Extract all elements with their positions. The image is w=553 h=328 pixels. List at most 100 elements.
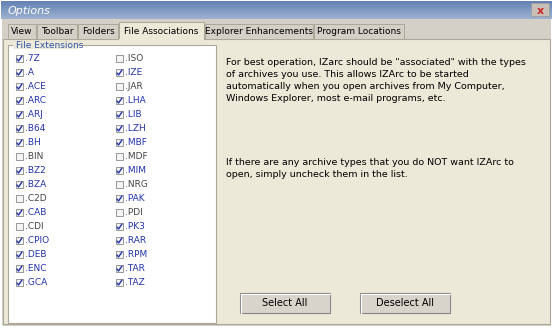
- Bar: [116, 167, 123, 174]
- Bar: [1, 13, 552, 14]
- Bar: [1, 4, 552, 5]
- Text: .MDF: .MDF: [125, 152, 148, 161]
- Bar: [116, 223, 123, 230]
- Bar: [116, 139, 123, 146]
- Bar: [8, 24, 36, 39]
- Text: .BH: .BH: [25, 138, 41, 147]
- Text: .B64: .B64: [25, 124, 45, 133]
- Bar: [531, 3, 549, 16]
- Bar: [16, 97, 23, 104]
- Text: For best operation, IZarc should be "associated" with the types
of archives you : For best operation, IZarc should be "ass…: [226, 58, 526, 103]
- Bar: [116, 209, 123, 216]
- Text: .TAZ: .TAZ: [125, 278, 145, 287]
- Bar: [1, 3, 552, 4]
- Text: Toolbar: Toolbar: [41, 28, 73, 36]
- Text: .LZH: .LZH: [125, 124, 146, 133]
- Text: .7Z: .7Z: [25, 54, 40, 63]
- Bar: [116, 237, 123, 244]
- Text: .DEB: .DEB: [25, 250, 46, 259]
- Text: Options: Options: [8, 6, 51, 16]
- Bar: [1, 10, 552, 11]
- Text: .LHA: .LHA: [125, 96, 146, 105]
- Bar: [1, 7, 552, 8]
- Bar: [116, 69, 123, 76]
- Text: .BZA: .BZA: [25, 180, 46, 189]
- Text: .ENC: .ENC: [25, 264, 46, 273]
- Text: Explorer Enhancements: Explorer Enhancements: [205, 28, 313, 36]
- Bar: [360, 293, 450, 313]
- Bar: [16, 279, 23, 286]
- Bar: [116, 251, 123, 258]
- Text: Select All: Select All: [262, 298, 307, 308]
- Bar: [13, 41, 78, 49]
- Bar: [16, 167, 23, 174]
- Text: .JAR: .JAR: [125, 82, 143, 91]
- Bar: [116, 265, 123, 272]
- Bar: [1, 16, 552, 17]
- Bar: [1, 15, 552, 16]
- Bar: [16, 195, 23, 202]
- Bar: [116, 111, 123, 118]
- Text: View: View: [11, 28, 33, 36]
- Text: .BIN: .BIN: [25, 152, 43, 161]
- Bar: [3, 39, 550, 40]
- Text: .BZ2: .BZ2: [25, 166, 46, 175]
- Text: .GCA: .GCA: [25, 278, 47, 287]
- Bar: [116, 83, 123, 90]
- Bar: [16, 125, 23, 132]
- Text: .ACE: .ACE: [25, 82, 46, 91]
- Text: .NRG: .NRG: [125, 180, 148, 189]
- Text: .PAK: .PAK: [125, 194, 145, 203]
- Text: Program Locations: Program Locations: [317, 28, 401, 36]
- Bar: [116, 181, 123, 188]
- Bar: [16, 265, 23, 272]
- Text: File Extensions: File Extensions: [16, 40, 84, 50]
- Bar: [16, 55, 23, 62]
- Text: Deselect All: Deselect All: [376, 298, 434, 308]
- Text: .IZE: .IZE: [125, 68, 142, 77]
- Bar: [1, 6, 552, 7]
- Bar: [3, 39, 550, 324]
- Text: .C2D: .C2D: [25, 194, 46, 203]
- Bar: [1, 17, 552, 18]
- Text: .ARC: .ARC: [25, 96, 46, 105]
- Text: File Associations: File Associations: [124, 27, 199, 35]
- Bar: [16, 181, 23, 188]
- Bar: [1, 18, 552, 19]
- Text: .RAR: .RAR: [125, 236, 146, 245]
- Text: .CDI: .CDI: [25, 222, 44, 231]
- Bar: [240, 293, 330, 313]
- Bar: [205, 24, 313, 39]
- Bar: [119, 39, 204, 41]
- Bar: [1, 14, 552, 15]
- Bar: [16, 223, 23, 230]
- Text: .TAR: .TAR: [125, 264, 145, 273]
- Bar: [16, 251, 23, 258]
- Bar: [1, 8, 552, 9]
- Text: .A: .A: [25, 68, 34, 77]
- Bar: [116, 55, 123, 62]
- Text: .CAB: .CAB: [25, 208, 46, 217]
- Bar: [119, 22, 204, 39]
- Bar: [16, 209, 23, 216]
- Bar: [16, 237, 23, 244]
- Bar: [116, 125, 123, 132]
- Bar: [314, 24, 404, 39]
- Bar: [116, 195, 123, 202]
- Bar: [116, 279, 123, 286]
- Bar: [2, 19, 551, 41]
- Bar: [1, 11, 552, 12]
- Bar: [16, 83, 23, 90]
- Text: x: x: [536, 6, 544, 15]
- Bar: [37, 24, 77, 39]
- Text: .PK3: .PK3: [125, 222, 145, 231]
- Text: .PDI: .PDI: [125, 208, 143, 217]
- Text: .CPIO: .CPIO: [25, 236, 49, 245]
- Bar: [16, 139, 23, 146]
- Bar: [16, 153, 23, 160]
- Bar: [116, 153, 123, 160]
- Text: Folders: Folders: [82, 28, 114, 36]
- Bar: [116, 97, 123, 104]
- Text: .ARJ: .ARJ: [25, 110, 43, 119]
- Text: .ISO: .ISO: [125, 54, 143, 63]
